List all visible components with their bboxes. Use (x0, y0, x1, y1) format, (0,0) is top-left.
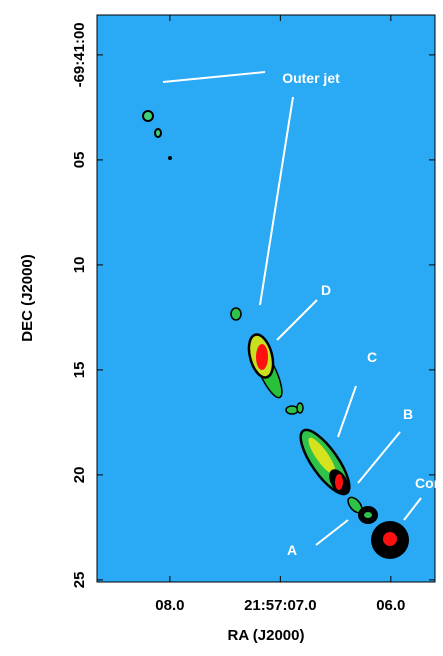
y-tick-label: -69:41:00 (71, 22, 88, 87)
y-tick-label: 10 (71, 257, 88, 274)
y-axis-label: DEC (J2000) (19, 254, 36, 342)
y-tick-label: 05 (71, 152, 88, 169)
y-tick-label: 25 (71, 572, 88, 589)
x-tick-label: 21:57:07.0 (244, 597, 317, 614)
y-tick-label: 15 (71, 362, 88, 379)
annotation: D (321, 282, 331, 298)
annotation-line (315, 519, 349, 546)
y-tick-label: 20 (71, 467, 88, 484)
x-tick-label: 08.0 (155, 597, 184, 614)
jet-image (142, 110, 409, 559)
annotation-line (357, 431, 401, 484)
annotation: Core (415, 475, 443, 491)
annotation: B (403, 406, 413, 422)
annotation: C (367, 349, 377, 365)
plot-frame (96, 14, 436, 583)
x-axis-label: RA (J2000) (228, 627, 305, 644)
annotation-line (162, 71, 266, 83)
annotation: A (287, 542, 297, 558)
image-background (97, 15, 435, 582)
annotation-line (276, 299, 318, 341)
annotation: Outer jet (282, 70, 340, 86)
annotation-line (337, 385, 357, 438)
x-tick-label: 06.0 (376, 597, 405, 614)
annotation-line (403, 497, 422, 521)
annotation-line (259, 96, 294, 306)
